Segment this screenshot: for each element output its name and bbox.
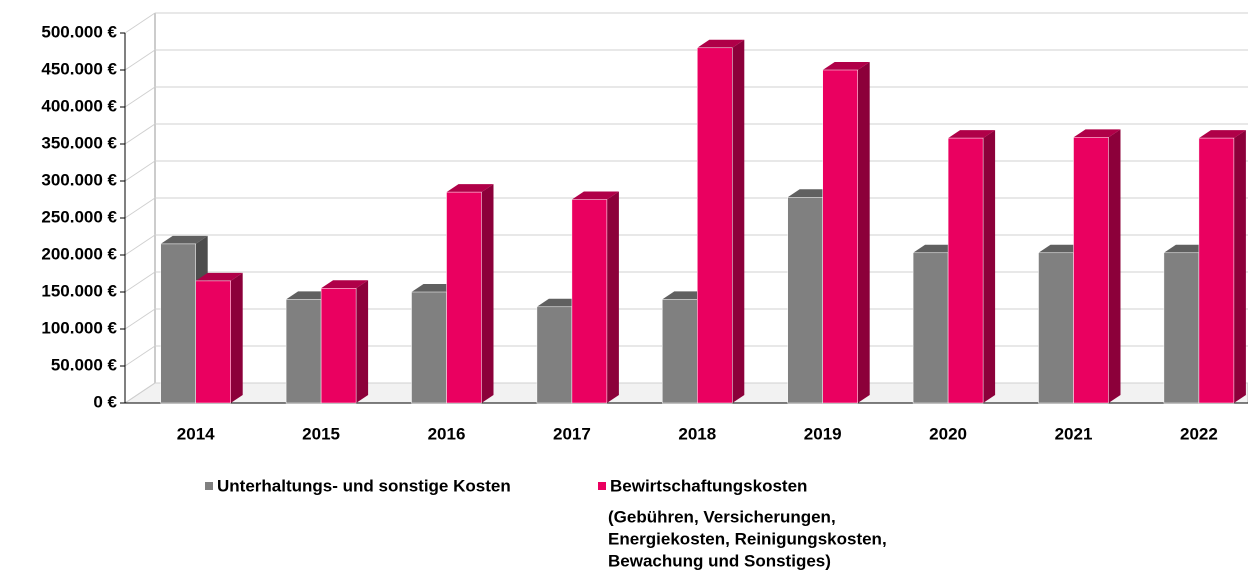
bar-side	[1233, 130, 1246, 403]
y-tick-label: 500.000 €	[41, 22, 117, 41]
bar-side	[1108, 129, 1121, 403]
y-tick-label: 200.000 €	[41, 244, 117, 263]
grid-side	[124, 345, 156, 367]
grid-side	[124, 12, 156, 34]
legend-label: Unterhaltungs- und sonstige Kosten	[217, 476, 511, 495]
bar	[536, 306, 573, 404]
grid-side	[124, 49, 156, 71]
y-tick-label: 250.000 €	[41, 207, 117, 226]
bar	[912, 252, 949, 404]
bar	[285, 299, 322, 404]
x-tick-label: 2017	[553, 424, 591, 443]
bar-side	[606, 191, 619, 403]
x-tick-label: 2022	[1180, 424, 1218, 443]
bar	[822, 69, 858, 404]
bar	[1038, 252, 1074, 404]
bar-side	[732, 39, 745, 404]
bar-top	[1073, 129, 1121, 138]
bar	[1198, 137, 1235, 404]
x-tick-label: 2018	[678, 424, 716, 443]
bar	[947, 137, 984, 404]
bar	[571, 199, 608, 404]
bar-top	[948, 130, 996, 139]
bar-top	[1198, 130, 1246, 139]
bar	[446, 191, 482, 404]
legend-note: (Gebühren, Versicherungen,	[608, 507, 836, 526]
y-tick-label: 350.000 €	[41, 133, 117, 152]
bar-top	[822, 62, 870, 70]
y-tick-label: 50.000 €	[51, 355, 118, 374]
y-tick-label: 0 €	[93, 392, 117, 411]
legend-note: Energiekosten, Reinigungskosten,	[608, 529, 887, 548]
bar-side	[230, 272, 243, 403]
grid-side	[124, 123, 156, 145]
grid-side	[124, 382, 156, 404]
x-tick-label: 2016	[428, 424, 466, 443]
legend-swatch	[598, 482, 606, 490]
grid-side	[124, 160, 156, 182]
grid-side	[124, 308, 156, 330]
bar-top	[195, 272, 243, 281]
bar-side	[481, 184, 494, 403]
y-tick-label: 450.000 €	[41, 59, 117, 78]
x-tick-label: 2015	[302, 424, 340, 443]
y-tick-label: 400.000 €	[41, 96, 117, 115]
bar-side	[356, 280, 369, 403]
bar-top	[321, 280, 369, 289]
legend-swatch	[205, 482, 213, 490]
bar	[662, 299, 698, 404]
bar	[1073, 137, 1109, 404]
grid-side	[124, 86, 156, 108]
y-tick-label: 100.000 €	[41, 318, 117, 337]
bar-top	[446, 184, 494, 193]
x-tick-label: 2021	[1055, 424, 1093, 443]
grid-side	[124, 271, 156, 293]
y-tick-label: 150.000 €	[41, 281, 117, 300]
bar	[195, 280, 231, 404]
x-tick-label: 2020	[929, 424, 967, 443]
bar-top	[160, 235, 208, 244]
bar	[1163, 252, 1200, 404]
bar-top	[571, 191, 619, 200]
legend-note: Bewachung und Sonstiges)	[608, 551, 831, 570]
legend-label: Bewirtschaftungskosten	[610, 476, 807, 495]
bar	[160, 243, 196, 404]
bar-top	[697, 39, 745, 48]
bar-side	[857, 62, 870, 403]
y-tick-label: 300.000 €	[41, 170, 117, 189]
bar-side	[983, 130, 996, 403]
bar	[697, 47, 733, 404]
grid-side	[124, 234, 156, 256]
bar	[787, 197, 823, 404]
x-tick-label: 2019	[804, 424, 842, 443]
bar	[320, 288, 357, 404]
bar	[411, 291, 447, 404]
x-tick-label: 2014	[177, 424, 215, 443]
grid-side	[124, 197, 156, 219]
